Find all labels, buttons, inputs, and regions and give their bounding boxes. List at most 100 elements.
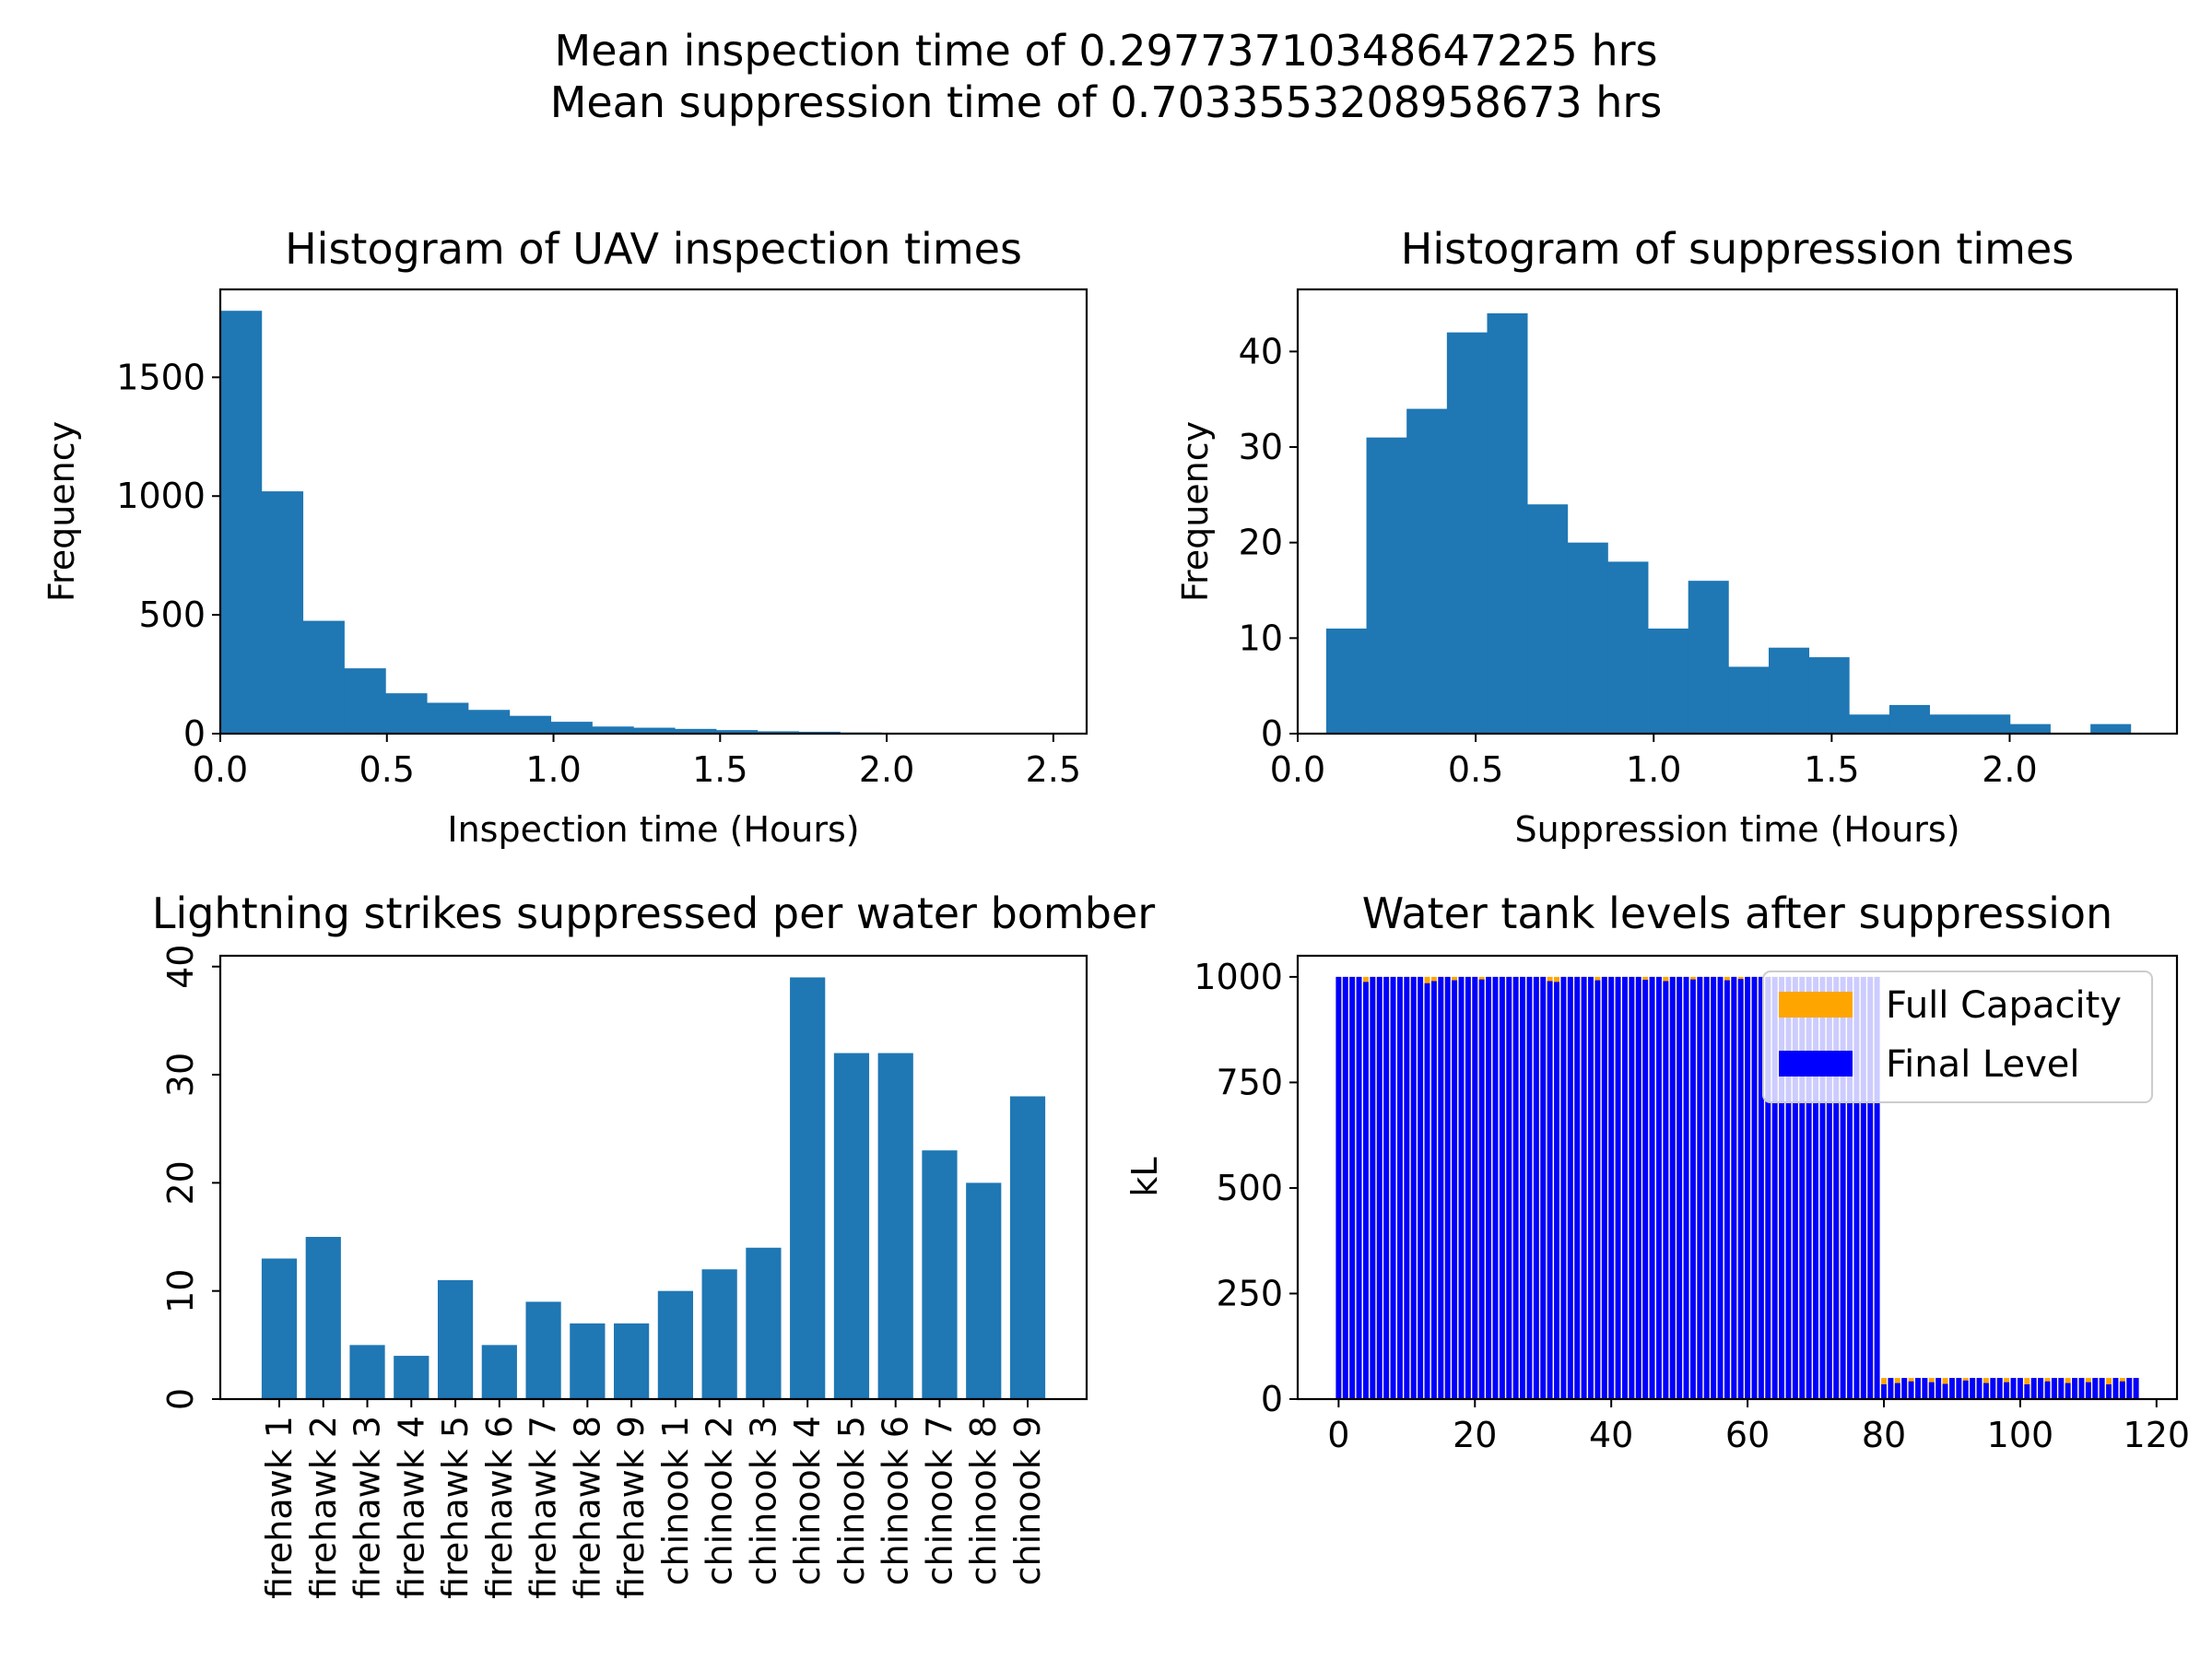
tank-levels-xtick-label: 100 [1987,1415,2054,1455]
final-level-bar [1506,976,1512,1399]
final-level-bar [1936,1378,1942,1399]
strikes-bar [305,1237,341,1399]
final-level-bar [1799,976,1806,1399]
suppression-histogram-bar [1446,332,1488,734]
inspection-histogram-ytick-label: 1500 [116,357,206,397]
strikes-xtick-label: firehawk 4 [391,1416,431,1599]
inspection-histogram-frame [218,288,1088,735]
final-level-bar [1486,976,1492,1399]
strikes-xtick-label: chinook 6 [876,1416,916,1585]
final-level-bar [1581,976,1587,1399]
strikes-xtick-label: firehawk 2 [303,1416,344,1599]
tank-levels-ytick-label: 0 [1261,1379,1283,1419]
strikes-bar [1009,1096,1046,1399]
final-level-bar [2119,1381,2125,1399]
suppression-histogram-xlabel: Suppression time (Hours) [1514,809,1959,850]
final-level-bar [2085,1382,2091,1399]
suppression-histogram-ticks: 0.0 0.5 1.0 1.5 2.0 0 10 20 30 40 [1239,331,2038,790]
strikes-xtick-label: firehawk 5 [435,1416,476,1599]
final-level-bar [1962,1380,1969,1399]
strikes-xtick-label: chinook 2 [700,1416,740,1585]
final-level-bar [1888,1378,1894,1399]
final-level-bar [2058,1378,2065,1399]
final-level-bar [1792,976,1798,1399]
suppression-histogram-bar [1567,542,1608,734]
final-level-bar [2078,1378,2085,1399]
strikes-bar [922,1150,958,1399]
final-level-bar [2092,1378,2099,1399]
tank-levels-bars [1335,976,2139,1399]
final-level-bar [2112,1378,2119,1399]
suppression-histogram-ytick-label: 10 [1239,618,1283,658]
inspection-histogram-ytick-label: 0 [183,713,206,754]
inspection-histogram-bar [344,668,386,734]
final-level-bar [1362,982,1369,1399]
final-level-bar [1418,976,1424,1399]
final-level-bar [1833,976,1840,1399]
final-level-bar [1554,982,1559,1399]
final-level-bar [1956,1378,1962,1399]
final-level-bar [1622,976,1628,1399]
final-level-bar [1472,976,1478,1399]
tank-levels-ytick-label: 500 [1216,1168,1283,1208]
final-level-bar [1779,976,1785,1399]
inspection-histogram-bar [509,715,552,734]
final-level-bar [1424,982,1430,1399]
strikes-bar [877,1053,913,1399]
strikes-xtick-label: chinook 4 [787,1416,828,1585]
suppression-histogram-ytick-label: 40 [1239,331,1283,371]
inspection-histogram-title: Histogram of UAV inspection times [285,224,1022,274]
inspection-histogram-ylabel: Frequency [41,421,82,602]
strikes-xtick-label: firehawk 6 [479,1416,520,1599]
inspection-histogram-xtick-label: 1.5 [692,749,747,790]
tank-levels-ytick-label: 1000 [1194,957,1283,997]
final-level-bar [1404,976,1410,1399]
final-level-bar [1335,976,1342,1399]
final-level-bar [1594,980,1601,1399]
suppression-histogram-xtick-label: 0.0 [1270,749,1325,790]
legend-label-full-capacity: Full Capacity [1886,984,2122,1027]
suppression-histogram-bar [1366,437,1407,734]
suppression-histogram-xtick-label: 1.5 [1804,749,1859,790]
final-level-bar [1942,1383,1948,1399]
final-level-bar [1608,976,1615,1399]
final-level-bar [1840,976,1846,1399]
final-level-bar [1717,976,1724,1399]
suppression-histogram-bar [1768,647,1810,734]
final-level-bar [1629,976,1635,1399]
final-level-bar [1560,976,1567,1399]
strikes-bar-panel: Lightning strikes suppressed per water b… [152,888,1155,1599]
final-level-bar [1438,976,1444,1399]
final-level-bar [1703,976,1710,1399]
final-level-bar [1383,976,1390,1399]
final-level-bar [1635,976,1641,1399]
final-level-bar [1615,976,1621,1399]
inspection-histogram-panel: Histogram of UAV inspection times 0.0 0.5… [41,224,1088,850]
legend-label-final-level: Final Level [1886,1043,2080,1086]
inspection-histogram-bar [592,726,634,734]
final-level-bar [1689,979,1696,1399]
final-level-bar [1547,981,1553,1399]
final-level-bar [1928,1382,1935,1399]
suppression-histogram-ylabel: Frequency [1175,421,1216,602]
suptitle-line-1: Mean inspection time of 0.29773710348647… [555,26,1658,76]
tank-levels-frame [1296,954,2179,1401]
strikes-ytick-label: 20 [160,1160,201,1205]
inspection-histogram-bar [550,722,593,734]
inspection-histogram-bar [633,727,676,734]
strikes-xtick-label: chinook 9 [1007,1416,1048,1585]
final-level-bar [1574,976,1581,1399]
strikes-bar [570,1323,606,1399]
final-level-bar [1669,976,1676,1399]
final-level-bar [1349,976,1356,1399]
final-level-bar [1512,976,1519,1399]
tank-levels-ylabel: kL [1124,1157,1165,1196]
tank-levels-xtick-label: 40 [1589,1415,1633,1455]
inspection-histogram-bars [220,311,1048,734]
suppression-histogram-bar [1688,581,1729,734]
tank-levels-xtick-label: 60 [1725,1415,1770,1455]
final-level-bar [2044,1381,2051,1399]
tank-levels-legend: Full Capacity Final Level [1762,971,2153,1103]
final-level-bar [2010,1378,2017,1399]
strikes-ytick-label: 10 [160,1269,201,1313]
